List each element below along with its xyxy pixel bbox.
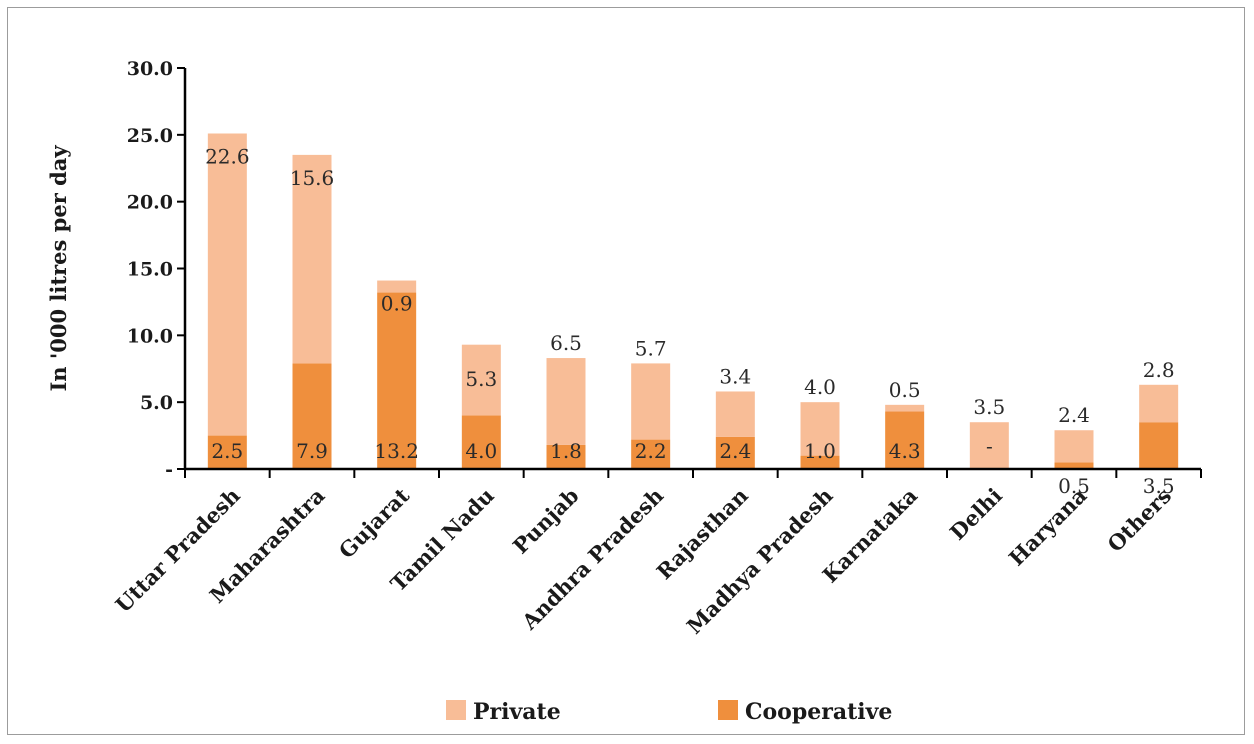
bar-private-maharashtra xyxy=(292,154,332,364)
bar-private-gujarat xyxy=(377,280,417,293)
y-tick-label: 10.0 xyxy=(127,325,173,347)
bar-private-punjab xyxy=(546,358,586,445)
value-label-cooperative-others: 3.5 xyxy=(1143,474,1175,498)
value-label-private-madhya-pradesh: 4.0 xyxy=(804,375,836,399)
value-label-private-uttar-pradesh: 22.6 xyxy=(205,145,250,169)
bar-cooperative-others xyxy=(1139,422,1179,469)
value-label-private-rajasthan: 3.4 xyxy=(719,364,751,388)
y-axis-label-group: In '000 litres per day xyxy=(46,145,71,392)
value-label-cooperative-rajasthan: 2.4 xyxy=(719,439,751,463)
value-label-private-others: 2.8 xyxy=(1143,358,1175,382)
bar-cooperative-punjab xyxy=(546,444,586,469)
value-label-private-delhi: 3.5 xyxy=(973,395,1005,419)
bar-private-uttar-pradesh xyxy=(207,133,247,436)
bar-private-delhi xyxy=(969,422,1009,469)
value-label-cooperative-tamil-nadu: 4.0 xyxy=(465,439,497,463)
bar-cooperative-karnataka xyxy=(885,411,925,469)
y-axis-label: In '000 litres per day xyxy=(46,145,71,392)
bar-private-karnataka xyxy=(885,404,925,412)
y-tick-label: 5.0 xyxy=(140,392,173,414)
value-label-private-gujarat: 0.9 xyxy=(381,292,413,316)
x-tick-label-andhra-pradesh: Andhra Pradesh xyxy=(516,483,668,635)
stacked-bar-chart: In '000 litres per day - 5.0 10.0 15.0 20.0 2… xyxy=(46,58,1202,725)
bar-private-andhra-pradesh xyxy=(631,363,671,440)
x-tick-label-madhya-pradesh: Madhya Pradesh xyxy=(682,483,838,639)
x-tick-label-gujarat: Gujarat xyxy=(334,483,415,564)
legend-label-cooperative: Cooperative xyxy=(745,699,892,725)
legend-label-private: Private xyxy=(473,699,561,725)
value-label-cooperative-delhi: - xyxy=(986,434,993,458)
legend: Private Cooperative xyxy=(446,699,892,725)
legend-swatch-private xyxy=(446,700,466,720)
y-tick-label: 15.0 xyxy=(127,259,173,281)
value-label-cooperative-uttar-pradesh: 2.5 xyxy=(211,439,243,463)
axes xyxy=(183,68,1202,478)
y-tick-label: - xyxy=(165,459,173,481)
value-label-cooperative-madhya-pradesh: 1.0 xyxy=(804,439,836,463)
bar-cooperative-uttar-pradesh xyxy=(207,435,247,469)
bar-cooperative-andhra-pradesh xyxy=(631,439,671,469)
bar-private-haryana xyxy=(1054,430,1094,463)
value-label-private-tamil-nadu: 5.3 xyxy=(465,367,497,391)
bar-private-madhya-pradesh xyxy=(800,402,840,456)
value-label-private-punjab: 6.5 xyxy=(550,331,582,355)
value-label-cooperative-karnataka: 4.3 xyxy=(889,439,921,463)
value-label-private-maharashtra: 15.6 xyxy=(290,166,335,190)
bar-cooperative-gujarat xyxy=(377,292,417,469)
value-label-cooperative-andhra-pradesh: 2.2 xyxy=(635,439,667,463)
y-tick-label: 30.0 xyxy=(127,58,173,80)
chart-frame: In '000 litres per day - 5.0 10.0 15.0 20.0 2… xyxy=(7,7,1245,735)
bar-private-others xyxy=(1139,384,1179,423)
value-label-private-karnataka: 0.5 xyxy=(889,378,921,402)
bar-cooperative-maharashtra xyxy=(292,363,332,469)
x-tick-label-delhi: Delhi xyxy=(945,483,1007,545)
y-axis-ticks: - 5.0 10.0 15.0 20.0 25.0 30.0 xyxy=(127,58,185,481)
y-tick-label: 20.0 xyxy=(127,192,173,214)
value-label-cooperative-haryana: 0.5 xyxy=(1058,474,1090,498)
value-label-cooperative-maharashtra: 7.9 xyxy=(296,439,328,463)
value-label-cooperative-punjab: 1.8 xyxy=(550,439,582,463)
value-label-private-andhra-pradesh: 5.7 xyxy=(635,336,667,360)
y-tick-label: 25.0 xyxy=(127,125,173,147)
value-label-private-haryana: 2.4 xyxy=(1058,403,1090,427)
bar-cooperative-tamil-nadu xyxy=(461,415,501,469)
x-tick-label-haryana: Haryana xyxy=(1004,483,1092,571)
value-label-cooperative-gujarat: 13.2 xyxy=(374,439,419,463)
bar-cooperative-haryana xyxy=(1054,462,1094,469)
bar-cooperative-rajasthan xyxy=(715,436,755,469)
legend-swatch-cooperative xyxy=(718,700,738,720)
bar-private-rajasthan xyxy=(715,391,755,437)
x-tick-label-others: Others xyxy=(1102,483,1176,557)
bar-cooperative-madhya-pradesh xyxy=(800,455,840,469)
x-tick-label-punjab: Punjab xyxy=(508,483,584,559)
bar-private-tamil-nadu xyxy=(461,344,501,416)
bars xyxy=(207,133,1179,469)
value-labels: 2.5 22.6 7.9 15.6 13.2 0.9 4.0 5.3 1.8 6.5 2.2 5.7 2… xyxy=(205,145,1175,498)
